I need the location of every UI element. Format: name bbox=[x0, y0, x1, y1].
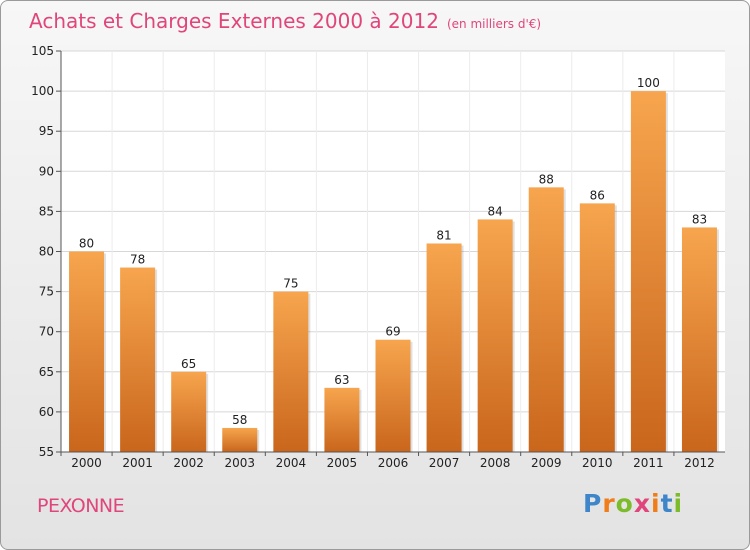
y-tick-label: 85 bbox=[39, 204, 54, 218]
value-label: 78 bbox=[130, 253, 145, 267]
y-tick-label: 60 bbox=[39, 405, 54, 419]
bar-2009 bbox=[528, 187, 564, 452]
bar-2003 bbox=[222, 427, 258, 452]
value-label: 80 bbox=[79, 237, 94, 251]
value-label: 58 bbox=[232, 413, 247, 427]
x-tick-label: 2005 bbox=[327, 456, 358, 470]
y-tick-label: 95 bbox=[39, 124, 54, 138]
x-tick-label: 2003 bbox=[224, 456, 255, 470]
value-label: 75 bbox=[283, 277, 298, 291]
value-label: 86 bbox=[590, 188, 605, 202]
bar-2006 bbox=[375, 339, 411, 452]
logo-letter: t bbox=[660, 489, 674, 518]
value-label: 65 bbox=[181, 357, 196, 371]
proxiti-logo[interactable]: Proxiti bbox=[583, 489, 683, 518]
bar-2002 bbox=[171, 371, 207, 452]
value-label: 88 bbox=[539, 172, 554, 186]
y-tick-label: 55 bbox=[39, 445, 54, 459]
y-tick-label: 70 bbox=[39, 325, 54, 339]
bar-2005 bbox=[324, 387, 360, 452]
value-label: 84 bbox=[488, 204, 503, 218]
bar-2012 bbox=[681, 227, 717, 452]
x-tick-label: 2001 bbox=[122, 456, 153, 470]
y-tick-label: 65 bbox=[39, 365, 54, 379]
chart-unit: (en milliers d'€) bbox=[446, 17, 542, 31]
bars bbox=[69, 91, 719, 452]
x-tick-label: 2008 bbox=[480, 456, 511, 470]
x-tick-label: 2002 bbox=[173, 456, 204, 470]
y-tick-label: 105 bbox=[31, 44, 54, 58]
logo-letter: P bbox=[583, 489, 603, 518]
x-tick-label: 2009 bbox=[531, 456, 562, 470]
value-label: 81 bbox=[436, 228, 451, 242]
y-tick-label: 80 bbox=[39, 245, 54, 259]
value-label: 83 bbox=[692, 212, 707, 226]
x-tick-label: 2011 bbox=[633, 456, 664, 470]
x-tick-label: 2012 bbox=[684, 456, 715, 470]
value-label: 100 bbox=[637, 76, 660, 90]
bar-2011 bbox=[630, 91, 666, 452]
chart-title-block: Achats et Charges Externes 2000 à 2012 (e… bbox=[29, 9, 541, 33]
x-tick-label: 2010 bbox=[582, 456, 613, 470]
x-tick-label: 2004 bbox=[276, 456, 307, 470]
x-tick-label: 2006 bbox=[378, 456, 409, 470]
bar-2007 bbox=[426, 243, 462, 452]
value-label: 69 bbox=[385, 325, 400, 339]
y-tick-label: 75 bbox=[39, 285, 54, 299]
y-tick-label: 90 bbox=[39, 164, 54, 178]
axes bbox=[56, 50, 725, 456]
bar-2010 bbox=[579, 203, 615, 452]
bar-2000 bbox=[69, 251, 105, 452]
x-tick-label: 2000 bbox=[71, 456, 102, 470]
logo-letter: i bbox=[673, 489, 684, 518]
chart-title: Achats et Charges Externes 2000 à 2012 bbox=[29, 9, 439, 33]
logo-letter: o bbox=[615, 489, 634, 518]
logo-letter: x bbox=[633, 489, 651, 518]
logo-letter: r bbox=[602, 489, 616, 518]
bar-2001 bbox=[120, 267, 156, 452]
y-tick-label: 100 bbox=[31, 84, 54, 98]
bar-2004 bbox=[273, 291, 309, 452]
value-label: 63 bbox=[334, 373, 349, 387]
commune-name: PEXONNE bbox=[37, 495, 125, 517]
labels: 55 60 65 70 75 80 85 90 95 100 105 80 2000 78 2001 65 20… bbox=[31, 44, 715, 470]
x-tick-label: 2007 bbox=[429, 456, 460, 470]
bar-2008 bbox=[477, 219, 513, 452]
logo-letter: i bbox=[651, 489, 661, 518]
